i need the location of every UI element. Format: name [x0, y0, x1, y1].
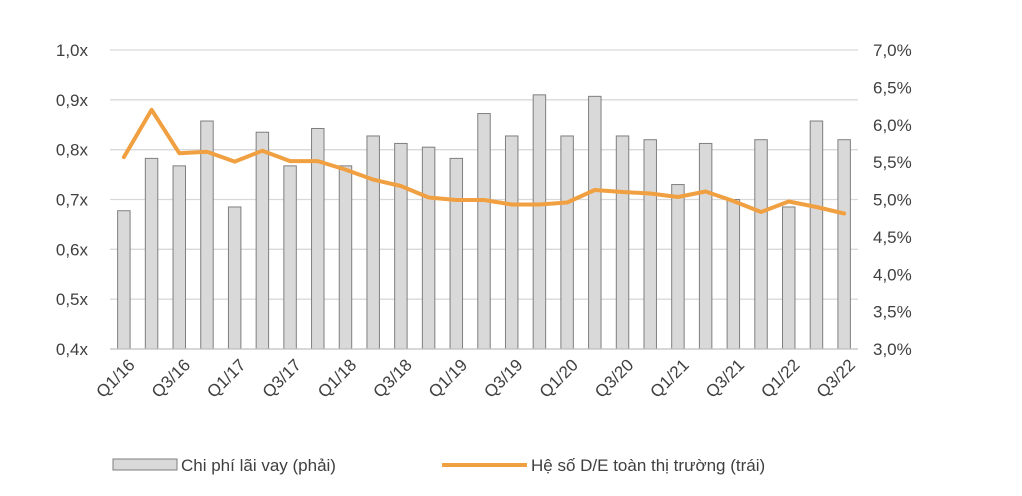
bar	[643, 139, 657, 350]
left-tick-label: 1,0x	[56, 41, 89, 60]
bar	[172, 165, 186, 350]
bar	[366, 135, 380, 350]
x-tick-label: Q1/17	[203, 355, 249, 401]
bar	[837, 139, 851, 350]
legend-bar-label: Chi phí lãi vay (phải)	[181, 456, 336, 475]
x-tick-label: Q3/21	[702, 355, 748, 401]
x-tick-label: Q3/19	[480, 355, 526, 401]
bar	[615, 135, 630, 350]
left-tick-label: 0,7x	[56, 191, 89, 210]
bar	[255, 131, 270, 350]
right-tick-label: 3,0%	[873, 340, 912, 359]
bar-series	[117, 94, 851, 350]
bar	[671, 184, 685, 350]
left-tick-label: 0,9x	[56, 91, 89, 110]
x-tick-label: Q3/18	[370, 355, 416, 401]
right-tick-label: 4,0%	[873, 265, 912, 284]
bar	[726, 199, 741, 350]
left-tick-label: 0,5x	[56, 290, 89, 309]
left-axis-ticks: 0,4x 0,5x 0,6x 0,7x 0,8x 0,9x 1,0x	[56, 41, 89, 359]
left-tick-label: 0,6x	[56, 240, 89, 259]
right-tick-label: 6,0%	[873, 116, 912, 135]
bar	[504, 135, 519, 350]
left-tick-label: 0,4x	[56, 340, 89, 359]
right-tick-label: 5,0%	[873, 191, 912, 210]
x-tick-label: Q1/19	[425, 355, 471, 401]
x-tick-label: Q1/20	[536, 355, 582, 401]
bar	[532, 94, 547, 350]
x-tick-label: Q3/22	[813, 355, 859, 401]
bar	[477, 113, 491, 350]
x-tick-label: Q3/20	[591, 355, 637, 401]
x-tick-label: Q1/16	[92, 355, 138, 401]
legend: Chi phí lãi vay (phải) Hệ số D/E toàn th…	[112, 456, 765, 475]
x-tick-label: Q1/18	[314, 355, 360, 401]
x-tick-label: Q1/22	[757, 355, 803, 401]
legend-bar-swatch	[112, 458, 178, 471]
x-tick-label: Q3/16	[148, 355, 194, 401]
right-tick-label: 7,0%	[873, 41, 912, 60]
bar	[560, 135, 574, 350]
bar	[421, 146, 436, 350]
bar	[394, 142, 408, 350]
bar	[117, 210, 131, 350]
x-tick-label: Q3/17	[259, 355, 305, 401]
bar	[227, 206, 242, 350]
bar	[754, 139, 768, 350]
right-tick-label: 3,5%	[873, 303, 912, 322]
x-tick-label: Q1/21	[647, 355, 693, 401]
bar	[809, 120, 824, 350]
right-tick-label: 6,5%	[873, 78, 912, 97]
line-series	[121, 107, 847, 216]
de-ratio-line	[121, 107, 847, 216]
bar	[588, 95, 602, 350]
legend-line-label: Hệ số D/E toàn thị trường (trái)	[531, 456, 765, 475]
bar	[782, 206, 796, 350]
bar	[698, 142, 713, 350]
right-tick-label: 4,5%	[873, 228, 912, 247]
bar	[144, 157, 159, 350]
bar	[283, 165, 297, 350]
x-axis-ticks: Q1/16 Q3/16 Q1/17 Q3/17 Q1/18 Q3/18 Q1/19 Q3/19…	[92, 355, 858, 401]
bar	[338, 165, 353, 350]
right-tick-label: 5,5%	[873, 153, 912, 172]
left-tick-label: 0,8x	[56, 141, 89, 160]
bar	[449, 157, 464, 350]
right-axis-ticks: 3,0% 3,5% 4,0% 4,5% 5,0% 5,5% 6,0% 6,5% 7,0%	[873, 41, 912, 359]
